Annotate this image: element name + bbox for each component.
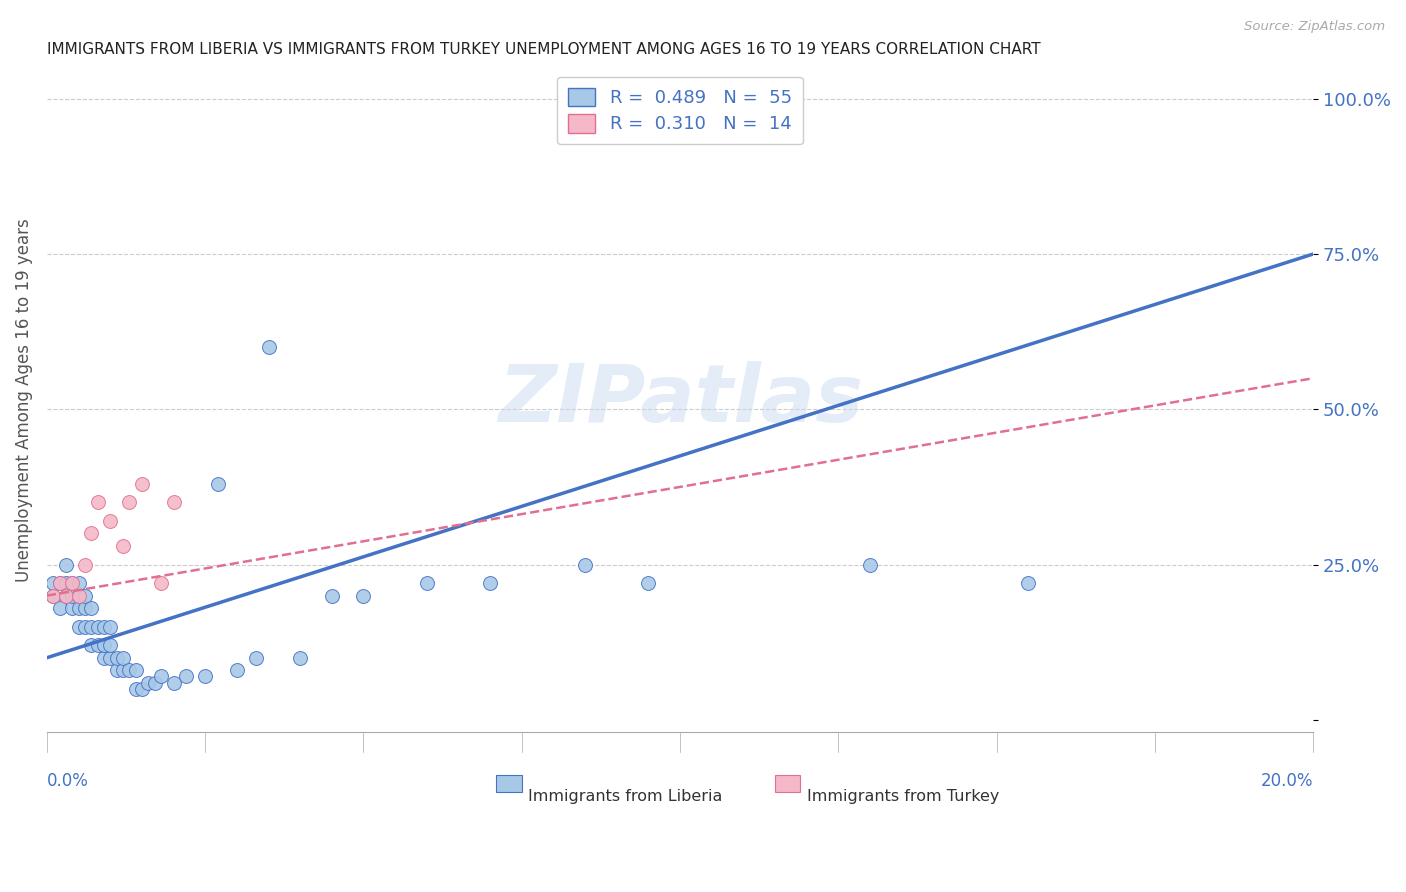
Text: Immigrants from Turkey: Immigrants from Turkey [807,789,1000,804]
Point [42,576,65,591]
Point [67,601,90,615]
Text: IMMIGRANTS FROM LIBERIA VS IMMIGRANTS FROM TURKEY UNEMPLOYMENT AMONG AGES 16 TO : IMMIGRANTS FROM LIBERIA VS IMMIGRANTS FR… [46,42,1040,57]
Point [60,576,83,591]
Point [149,576,172,591]
Point [60,601,83,615]
Point [86,495,108,509]
Point [288,650,311,665]
Point [124,681,146,696]
Point [105,650,128,665]
Point [98,650,121,665]
Point [105,663,128,677]
Point [574,558,596,572]
Point [257,340,280,354]
Point [67,589,90,603]
Point [174,669,197,683]
Point [143,675,166,690]
Point [73,620,96,634]
Point [42,589,65,603]
Point [73,558,96,572]
Point [118,495,141,509]
Point [162,495,184,509]
Point [416,576,439,591]
Text: Source: ZipAtlas.com: Source: ZipAtlas.com [1244,20,1385,33]
Point [1017,576,1039,591]
Text: 20.0%: 20.0% [1261,772,1313,790]
FancyBboxPatch shape [775,775,800,792]
Point [136,675,159,690]
Point [479,576,502,591]
Point [80,601,103,615]
Text: 0.0%: 0.0% [46,772,89,790]
Point [194,669,217,683]
Point [93,638,115,652]
Point [207,476,229,491]
Text: Immigrants from Liberia: Immigrants from Liberia [529,789,723,804]
Point [118,663,141,677]
Point [149,669,172,683]
Point [111,663,134,677]
Point [98,638,121,652]
Point [353,589,375,603]
Point [67,589,90,603]
Point [637,576,659,591]
Point [98,514,121,528]
Text: ZIPatlas: ZIPatlas [498,361,863,439]
Point [80,620,103,634]
Point [48,576,70,591]
Point [55,589,77,603]
Point [80,638,103,652]
Point [131,476,153,491]
Point [60,576,83,591]
Point [55,558,77,572]
Point [80,526,103,541]
Point [245,650,267,665]
Point [225,663,247,677]
Point [124,663,146,677]
Point [93,650,115,665]
Point [162,675,184,690]
Point [73,601,96,615]
Point [111,539,134,553]
Point [67,576,90,591]
Point [86,620,108,634]
Point [86,638,108,652]
Point [131,681,153,696]
Point [67,620,90,634]
Point [55,589,77,603]
Point [859,558,882,572]
Point [321,589,343,603]
Point [48,601,70,615]
Point [93,620,115,634]
Point [111,650,134,665]
Point [55,576,77,591]
Point [48,576,70,591]
Point [60,589,83,603]
Y-axis label: Unemployment Among Ages 16 to 19 years: Unemployment Among Ages 16 to 19 years [15,218,32,582]
Legend: R =  0.489   N =  55, R =  0.310   N =  14: R = 0.489 N = 55, R = 0.310 N = 14 [557,77,803,145]
Point [98,620,121,634]
Point [73,589,96,603]
FancyBboxPatch shape [496,775,522,792]
Point [42,589,65,603]
